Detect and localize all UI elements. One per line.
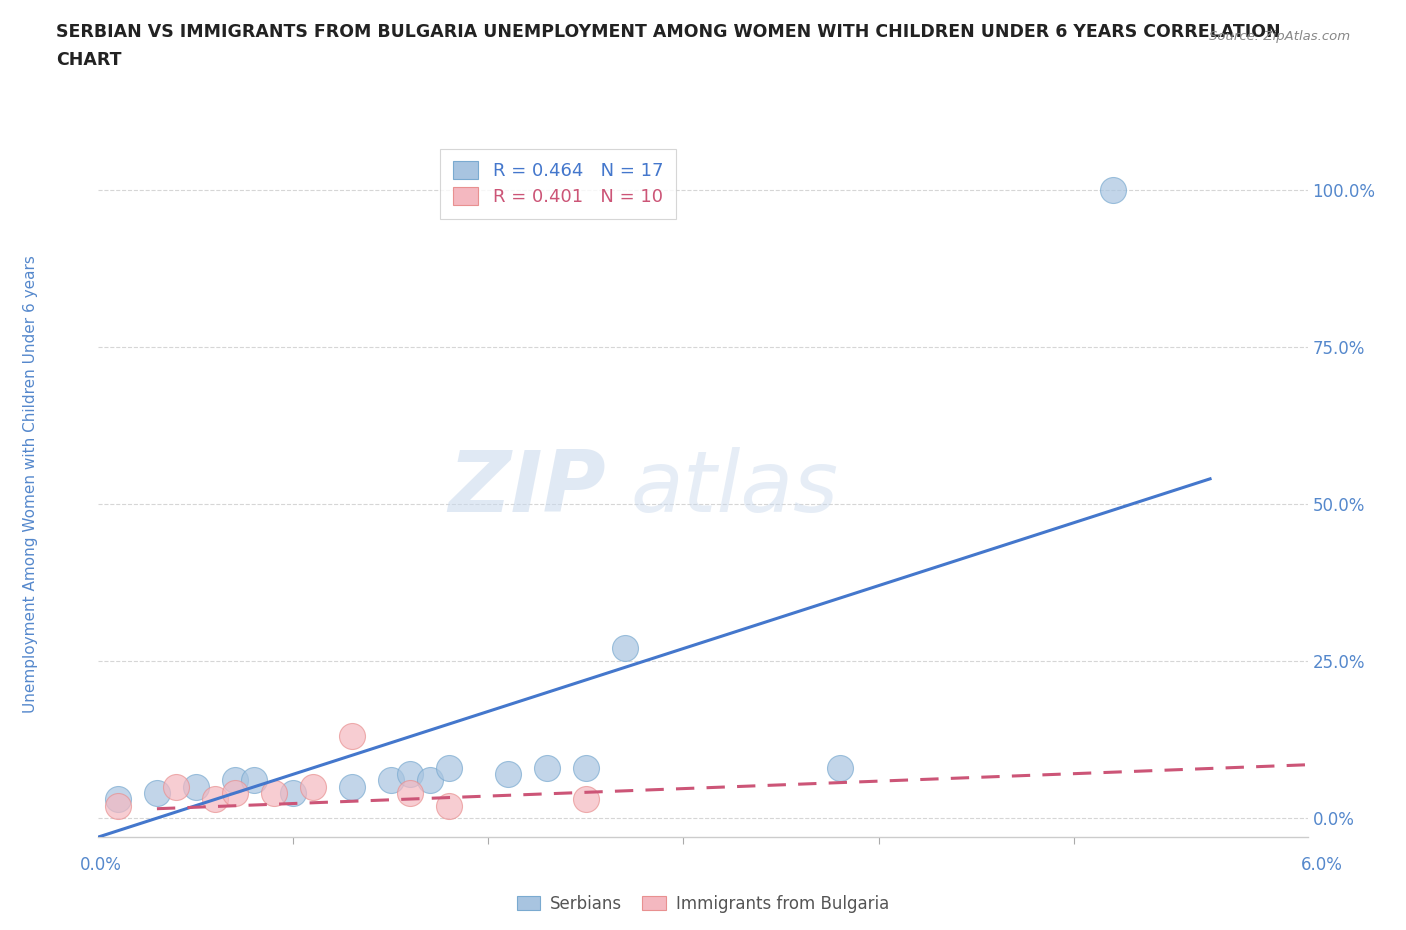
- Text: ZIP: ZIP: [449, 446, 606, 530]
- Legend: Serbians, Immigrants from Bulgaria: Serbians, Immigrants from Bulgaria: [510, 888, 896, 920]
- Text: SERBIAN VS IMMIGRANTS FROM BULGARIA UNEMPLOYMENT AMONG WOMEN WITH CHILDREN UNDER: SERBIAN VS IMMIGRANTS FROM BULGARIA UNEM…: [56, 23, 1281, 41]
- Point: [184, 779, 207, 794]
- Point: [828, 761, 851, 776]
- Point: [439, 798, 461, 813]
- Point: [302, 779, 325, 794]
- Point: [107, 798, 129, 813]
- Point: [340, 729, 363, 744]
- Point: [1101, 182, 1123, 197]
- Point: [575, 761, 598, 776]
- Point: [165, 779, 187, 794]
- Point: [439, 761, 461, 776]
- Point: [614, 641, 637, 656]
- Text: CHART: CHART: [56, 51, 122, 69]
- Text: Unemployment Among Women with Children Under 6 years: Unemployment Among Women with Children U…: [24, 255, 38, 712]
- Text: 0.0%: 0.0%: [80, 856, 122, 873]
- Point: [575, 791, 598, 806]
- Point: [340, 779, 363, 794]
- Point: [263, 786, 285, 801]
- Point: [380, 773, 402, 788]
- Point: [224, 773, 246, 788]
- Point: [283, 786, 305, 801]
- Text: atlas: atlas: [630, 446, 838, 530]
- Point: [107, 791, 129, 806]
- Point: [224, 786, 246, 801]
- Text: Source: ZipAtlas.com: Source: ZipAtlas.com: [1209, 30, 1350, 43]
- Point: [399, 766, 422, 781]
- Point: [399, 786, 422, 801]
- Point: [204, 791, 226, 806]
- Point: [243, 773, 266, 788]
- Point: [419, 773, 441, 788]
- Point: [496, 766, 519, 781]
- Point: [536, 761, 558, 776]
- Point: [146, 786, 169, 801]
- Text: 6.0%: 6.0%: [1301, 856, 1343, 873]
